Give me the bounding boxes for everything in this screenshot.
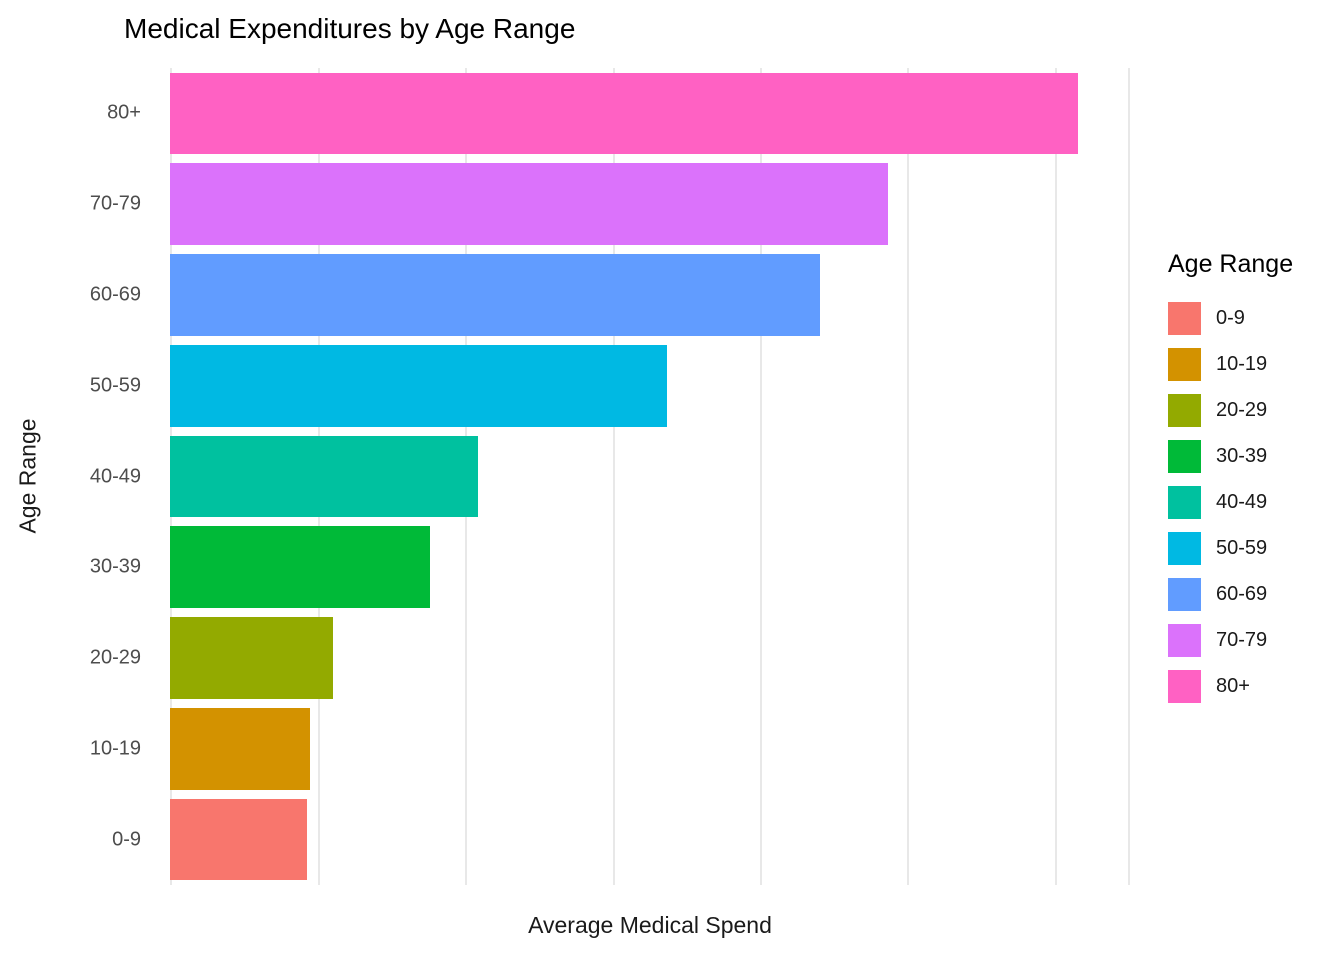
- bar-60-69: [170, 254, 820, 336]
- legend-key-swatch: [1168, 301, 1201, 335]
- legend-item: 40-49: [1168, 479, 1293, 525]
- bar-80+: [170, 72, 1079, 155]
- legend-item: 10-19: [1168, 341, 1293, 387]
- bar-40-49: [170, 435, 479, 518]
- legend-item: 0-9: [1168, 295, 1293, 341]
- bar-50-59: [170, 344, 668, 427]
- y-tick-label: 40-49: [89, 465, 141, 487]
- x-axis-title: Average Medical Spend: [528, 912, 772, 938]
- y-axis-tick-labels: 80+ 70-79 60-69 50-59 40-49 30-39 20-29 10-19 0-…: [0, 68, 156, 885]
- y-tick-label: 0-9: [112, 828, 141, 851]
- legend-key-swatch: [1168, 669, 1201, 703]
- y-tick-label: 20-29: [89, 646, 141, 669]
- legend-key-swatch: [1168, 347, 1201, 381]
- legend-item-label: 30-39: [1216, 444, 1268, 467]
- legend: Age Range 0-9 10-19 20-29 30-39 40-49 50-59 60…: [1168, 250, 1293, 709]
- legend-items: 0-9 10-19 20-29 30-39 40-49 50-59 60-69 70-79 80…: [1168, 295, 1293, 709]
- bar-70-79: [170, 163, 889, 245]
- legend-item-label: 50-59: [1216, 536, 1268, 559]
- y-tick-label: 70-79: [89, 192, 141, 215]
- gridline: [907, 68, 910, 885]
- legend-key-swatch: [1168, 439, 1201, 473]
- chart-title: Medical Expenditures by Age Range: [124, 13, 576, 44]
- gridline: [612, 68, 615, 885]
- legend-item: 60-69: [1168, 571, 1293, 617]
- legend-item-label: 40-49: [1216, 490, 1268, 513]
- y-tick-label: 50-59: [89, 374, 141, 397]
- legend-key-swatch: [1168, 531, 1201, 565]
- legend-item: 20-29: [1168, 387, 1293, 433]
- y-tick-label: 60-69: [89, 283, 141, 306]
- y-tick-label: 80+: [107, 101, 141, 124]
- legend-key-swatch: [1168, 485, 1201, 519]
- legend-item: 50-59: [1168, 525, 1293, 571]
- legend-key-swatch: [1168, 393, 1201, 427]
- legend-item-label: 20-29: [1216, 398, 1268, 421]
- gridline: [1128, 68, 1131, 885]
- legend-item: 30-39: [1168, 433, 1293, 479]
- bar-0-9: [170, 798, 308, 881]
- legend-item-label: 0-9: [1216, 306, 1245, 329]
- gridline: [1055, 68, 1058, 885]
- legend-item: 80+: [1168, 663, 1293, 709]
- legend-key-swatch: [1168, 577, 1201, 611]
- plot-panel: [170, 68, 1131, 885]
- bar-20-29: [170, 617, 334, 699]
- bar-10-19: [170, 707, 311, 790]
- y-tick-label: 10-19: [89, 737, 141, 760]
- legend-item-label: 80+: [1216, 674, 1250, 697]
- legend-key-swatch: [1168, 623, 1201, 657]
- y-tick-label: 30-39: [89, 555, 141, 578]
- legend-title: Age Range: [1168, 250, 1294, 278]
- gridline: [760, 68, 763, 885]
- legend-item-label: 10-19: [1216, 352, 1268, 375]
- legend-item-label: 60-69: [1216, 582, 1268, 605]
- legend-item-label: 70-79: [1216, 628, 1268, 651]
- legend-item: 70-79: [1168, 617, 1293, 663]
- bar-30-39: [170, 526, 431, 609]
